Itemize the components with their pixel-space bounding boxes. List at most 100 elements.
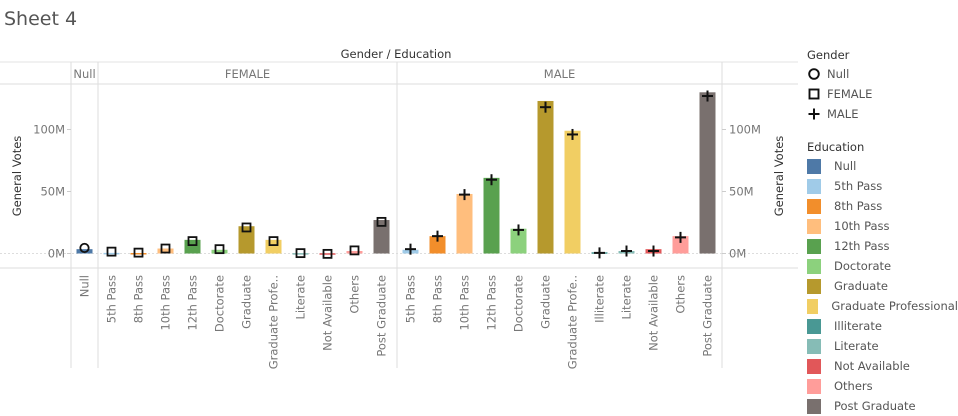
bar [483, 177, 500, 254]
color-swatch [807, 178, 821, 194]
bar [292, 253, 309, 255]
legend-education-label: Graduate Professional [831, 299, 958, 313]
legend-education-label: 8th Pass [834, 199, 883, 213]
y-tick-label-left: 100M [33, 123, 65, 137]
circle-shape-icon [807, 67, 821, 81]
x-tick-label: Post Graduate [701, 275, 715, 357]
legend-education-item[interactable]: Illiterate [807, 316, 958, 336]
color-swatch [807, 378, 821, 394]
color-swatch [807, 318, 821, 334]
bar [211, 249, 228, 254]
legend-gender-list: Null FEMALE MALE [807, 64, 958, 124]
y-tick-label-right: 100M [729, 123, 761, 137]
sheet-title: Sheet 4 [4, 8, 78, 30]
legend-education-item[interactable]: 12th Pass [807, 236, 958, 256]
x-tick-label: Post Graduate [375, 275, 389, 357]
y-tick-label-right: 50M [729, 185, 754, 199]
x-tick-label: 10th Pass [159, 275, 173, 331]
y-tick-label-left: 50M [40, 185, 65, 199]
legend-gender-label: FEMALE [827, 87, 873, 101]
panel-header-male: MALE [544, 67, 575, 81]
x-tick-label: Illiterate [593, 275, 607, 323]
legend-gender-item[interactable]: FEMALE [807, 84, 958, 104]
x-tick-label: 5th Pass [105, 275, 119, 323]
circle-marker [79, 242, 90, 254]
color-swatch [807, 158, 821, 174]
color-swatch [807, 198, 821, 214]
legend-education-item[interactable]: 10th Pass [807, 216, 958, 236]
legend-education-label: Doctorate [834, 259, 892, 273]
x-tick-label: Null [78, 275, 92, 297]
legend-gender-label: MALE [827, 107, 859, 121]
color-swatch [807, 218, 821, 234]
legend-education-item[interactable]: 5th Pass [807, 176, 958, 196]
square-marker [349, 245, 360, 256]
chart: Gender / Education 0M 0M 50M 50M 100M 100M Gene… [0, 47, 798, 369]
legend-gender-title: Gender [807, 48, 850, 62]
legend-education-item[interactable]: Graduate [807, 276, 958, 296]
square-shape-icon [807, 87, 821, 101]
legend-education-item[interactable]: Others [807, 376, 958, 396]
x-tick-label: Graduate [240, 275, 254, 329]
legend-education-item[interactable]: Literate [807, 336, 958, 356]
y-tick-label-right: 0M [729, 247, 746, 261]
plus-shape-icon [807, 107, 821, 121]
legend-education-item[interactable]: Doctorate [807, 256, 958, 276]
chart-title: Gender / Education [341, 47, 452, 61]
x-tick-label: 5th Pass [404, 275, 418, 323]
legend-education-item[interactable]: Post Graduate [807, 396, 958, 416]
bar [672, 236, 689, 254]
bar [103, 252, 120, 255]
x-tick-label: Others [348, 275, 362, 314]
square-marker [268, 236, 279, 247]
legend-education-label: 12th Pass [834, 239, 890, 253]
color-swatch [807, 238, 821, 254]
x-tick-label: 12th Pass [485, 275, 499, 331]
x-tick-label: Literate [620, 275, 634, 320]
x-tick-label: 8th Pass [132, 275, 146, 323]
legend-education-label: Illiterate [834, 319, 882, 333]
bar [130, 253, 147, 255]
x-tick-label: Graduate Profe.. [267, 275, 281, 369]
x-tick-label: 12th Pass [186, 275, 200, 331]
bar [537, 100, 554, 254]
legend-education-label: Post Graduate [834, 399, 916, 413]
bar [265, 239, 282, 254]
legend-gender-item[interactable]: Null [807, 64, 958, 84]
x-tick-label: Doctorate [213, 275, 227, 332]
legend-education-item[interactable]: Graduate Professional [807, 296, 958, 316]
x-tick-label: Not Available [321, 275, 335, 351]
panel-header-female: FEMALE [225, 67, 270, 81]
bar [373, 220, 390, 254]
legend: Gender Null FEMALE MALE Education Null 5th … [807, 46, 958, 416]
bar [456, 193, 473, 254]
bar [157, 248, 174, 254]
legend-education-label: 5th Pass [834, 179, 883, 193]
color-swatch [807, 358, 821, 374]
legend-gender-label: Null [827, 67, 850, 81]
legend-education-label: Null [834, 159, 857, 173]
legend-education-item[interactable]: 8th Pass [807, 196, 958, 216]
x-tick-label: Not Available [647, 275, 661, 351]
bar [184, 239, 201, 254]
color-swatch [807, 258, 821, 274]
square-marker [187, 236, 198, 247]
square-marker [376, 216, 387, 227]
legend-education-item[interactable]: Not Available [807, 356, 958, 376]
square-marker [322, 248, 333, 259]
bar [238, 226, 255, 254]
legend-education-label: Others [834, 379, 873, 393]
legend-gender-item[interactable]: MALE [807, 104, 958, 124]
x-tick-label: Others [674, 275, 688, 314]
square-marker [241, 222, 252, 233]
y-axis-title-right: General Votes [772, 136, 786, 217]
x-tick-label: Graduate Profe.. [566, 275, 580, 369]
color-swatch [807, 398, 821, 414]
legend-education-title: Education [807, 140, 865, 154]
x-tick-label: 10th Pass [458, 275, 472, 331]
panel-header-null: Null [73, 67, 95, 81]
y-tick-label-left: 0M [48, 247, 65, 261]
legend-education-item[interactable]: Null [807, 156, 958, 176]
legend-education-list: Null 5th Pass 8th Pass 10th Pass 12th Pass Do… [807, 156, 958, 416]
x-tick-label: Graduate [539, 275, 553, 329]
